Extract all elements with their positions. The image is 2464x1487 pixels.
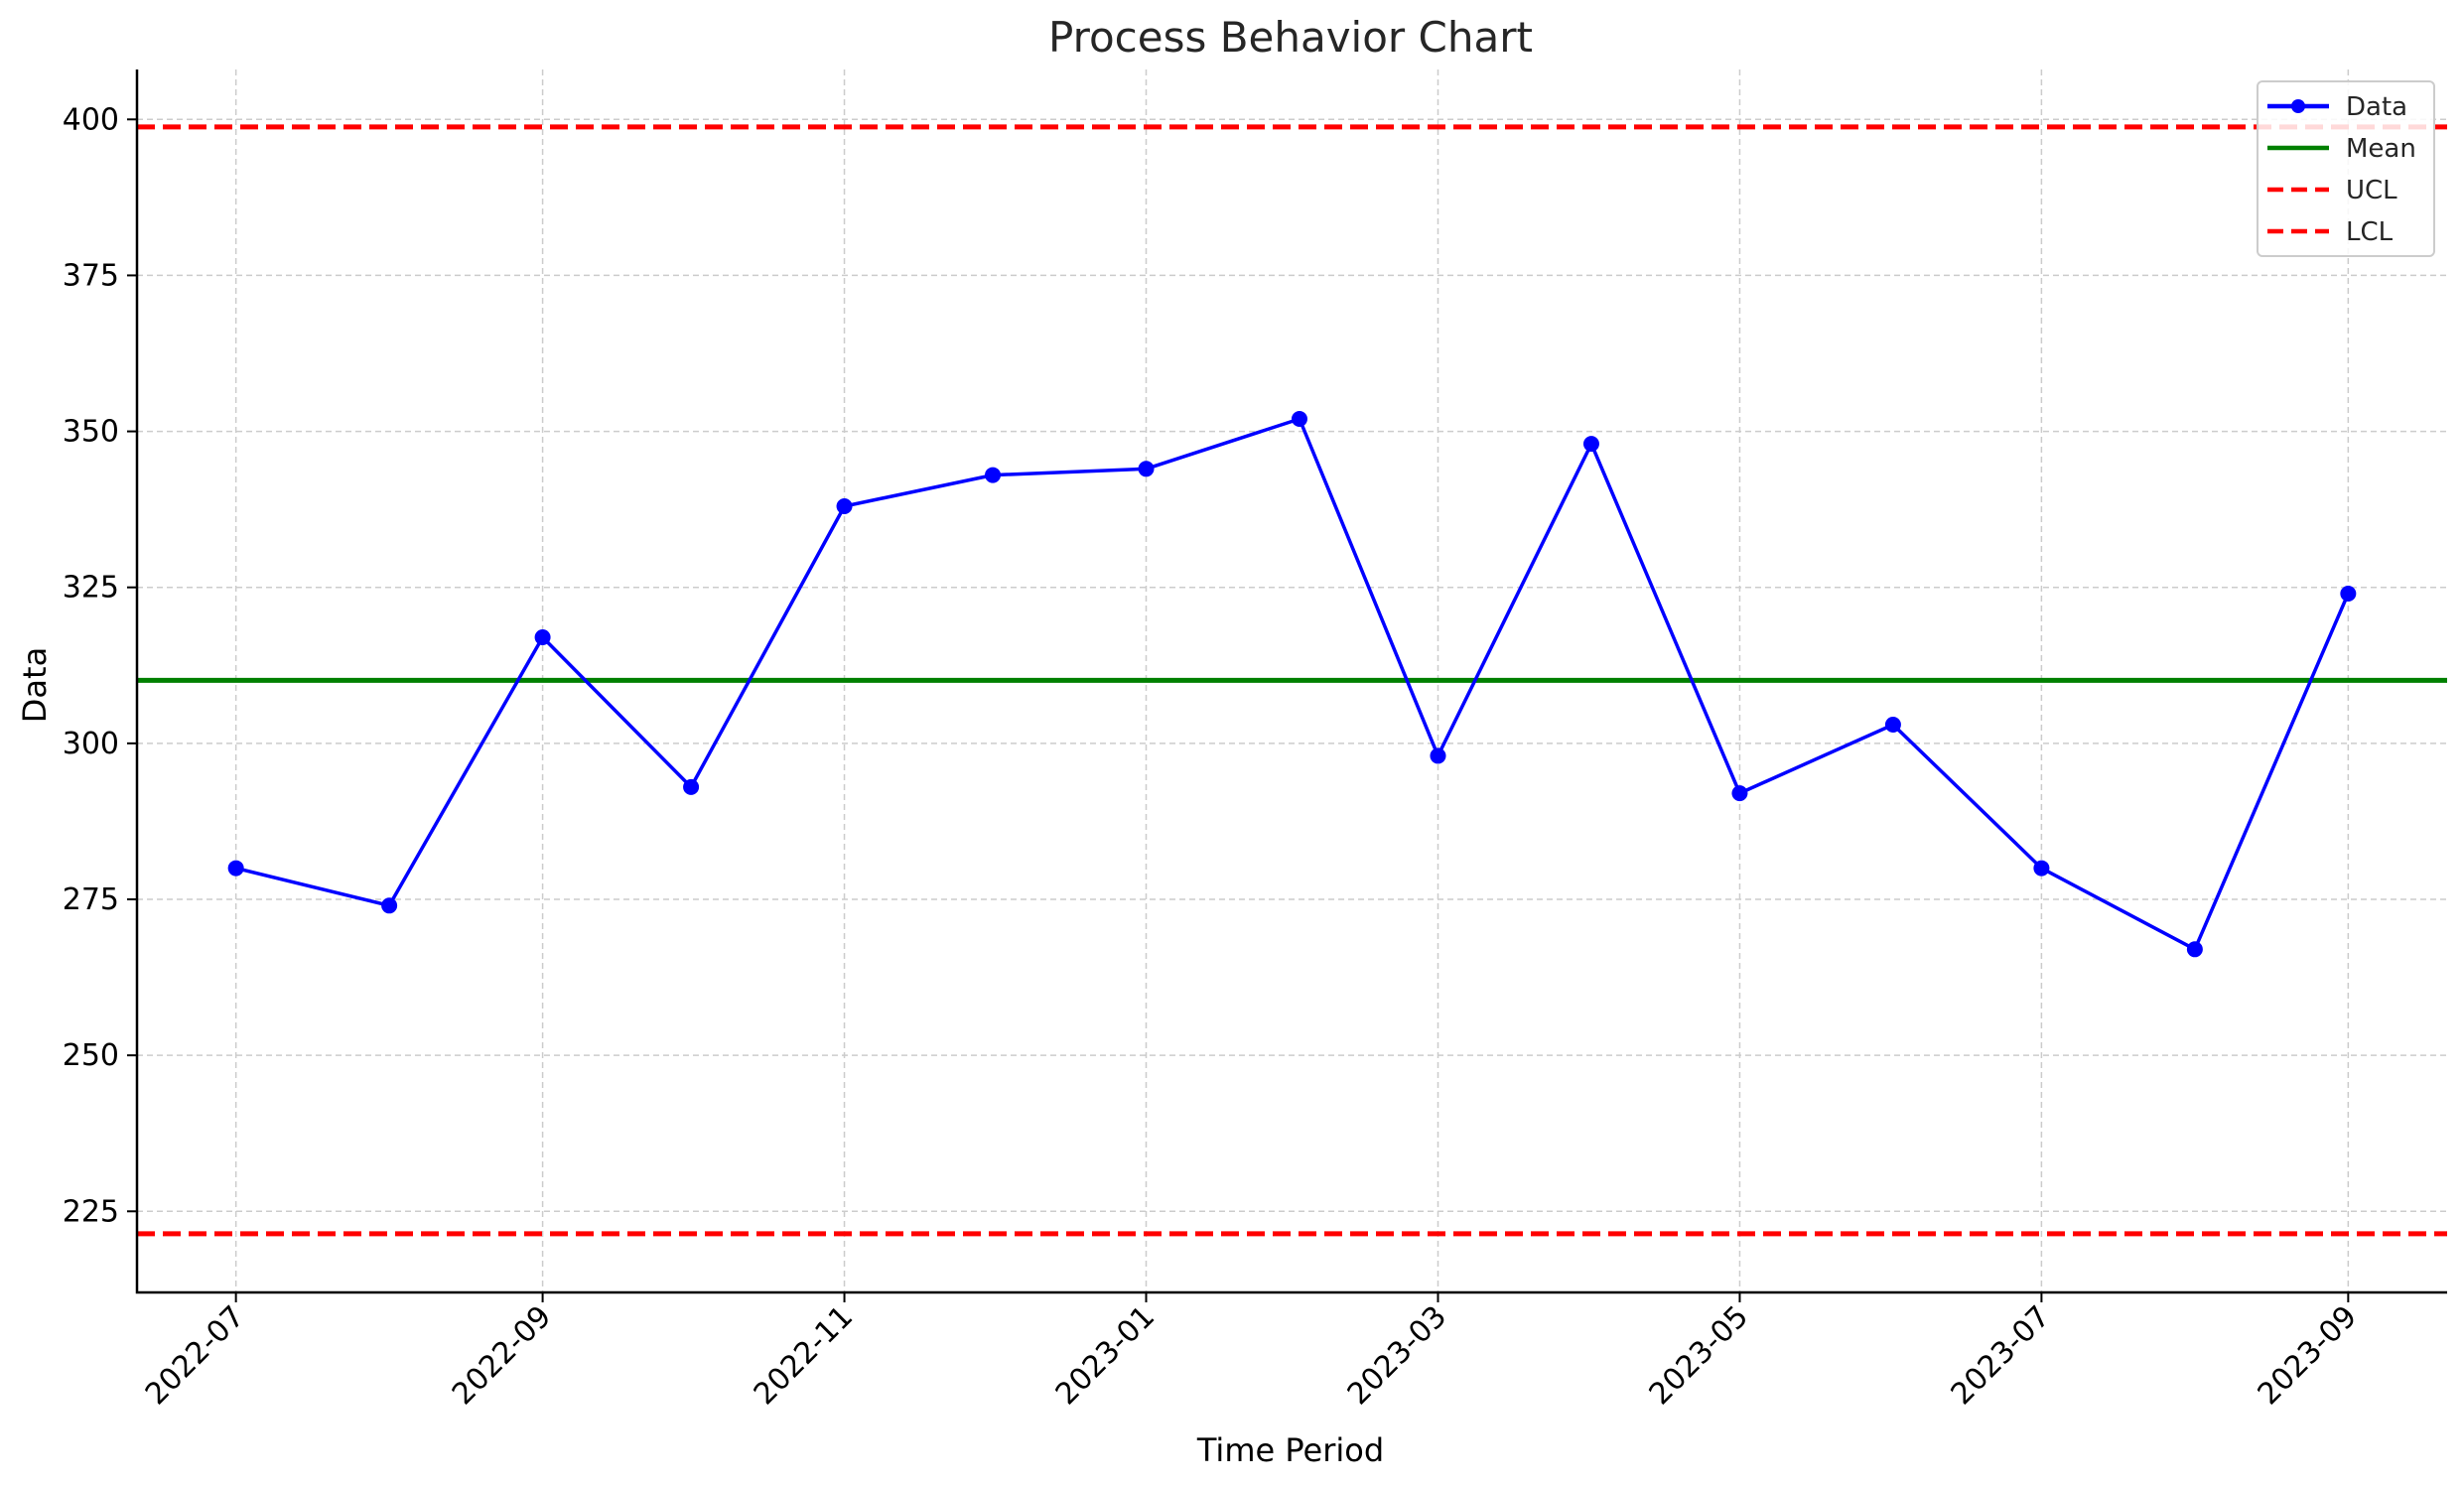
data-point bbox=[227, 860, 244, 877]
y-axis-label: Data bbox=[16, 647, 54, 723]
chart-title: Process Behavior Chart bbox=[1048, 13, 1533, 62]
reference-lines bbox=[137, 124, 2447, 1237]
x-tick-label: 2023-07 bbox=[1945, 1299, 2057, 1412]
axes-spines bbox=[135, 69, 2447, 1294]
legend-marker bbox=[2291, 99, 2305, 113]
legend: Data Mean UCL LCL bbox=[2257, 80, 2435, 257]
y-tick-label: 350 bbox=[63, 415, 119, 450]
y-tick-label: 225 bbox=[63, 1194, 119, 1229]
data-point bbox=[1430, 747, 1446, 764]
data-point bbox=[985, 467, 1002, 483]
y-tick-label: 275 bbox=[63, 882, 119, 917]
data-point bbox=[2186, 941, 2203, 958]
legend-frame bbox=[2257, 80, 2435, 257]
data-point bbox=[1884, 717, 1901, 733]
y-tick-label: 400 bbox=[63, 102, 119, 137]
x-tick-label: 2022-09 bbox=[446, 1299, 558, 1412]
y-tick-label: 325 bbox=[63, 571, 119, 606]
legend-label: UCL bbox=[2346, 176, 2397, 205]
x-tick-label: 2022-07 bbox=[139, 1299, 251, 1412]
data-point bbox=[2340, 586, 2357, 602]
x-tick-label: 2023-05 bbox=[1643, 1299, 1755, 1412]
data-point bbox=[1731, 785, 1748, 802]
data-point bbox=[1138, 461, 1155, 477]
data-point bbox=[1582, 436, 1599, 453]
x-axis-label: Time Period bbox=[1196, 1431, 1384, 1469]
legend-label: Data bbox=[2346, 92, 2407, 122]
data-series bbox=[227, 411, 2357, 958]
data-point bbox=[1291, 411, 1307, 427]
data-point bbox=[534, 629, 551, 645]
y-tick-label: 375 bbox=[63, 258, 119, 293]
legend-label: LCL bbox=[2346, 217, 2394, 247]
data-line bbox=[235, 417, 2350, 952]
x-tick-label: 2022-11 bbox=[748, 1299, 860, 1412]
y-tick-label: 250 bbox=[63, 1038, 119, 1073]
y-axis-ticks: 225 250 275 300 325 350 375 400 bbox=[63, 102, 137, 1229]
x-tick-label: 2023-09 bbox=[2252, 1299, 2364, 1412]
x-axis-ticks: 2022-07 2022-09 2022-11 2023-01 2023-03 2023-… bbox=[139, 1292, 2364, 1412]
x-tick-label: 2023-01 bbox=[1049, 1299, 1162, 1412]
data-point bbox=[2033, 860, 2050, 877]
y-tick-label: 300 bbox=[63, 727, 119, 761]
x-tick-label: 2023-03 bbox=[1341, 1299, 1453, 1412]
legend-label: Mean bbox=[2346, 134, 2416, 164]
data-point bbox=[683, 778, 700, 795]
data-point bbox=[381, 897, 398, 914]
data-point bbox=[836, 498, 853, 514]
